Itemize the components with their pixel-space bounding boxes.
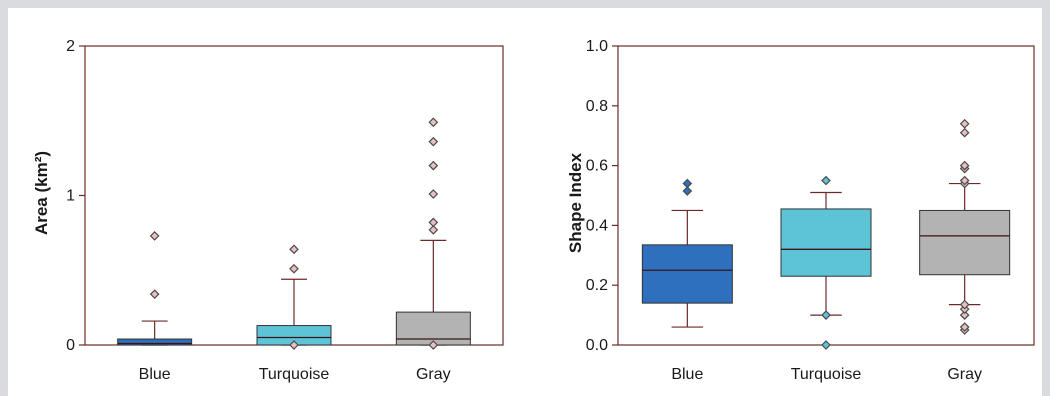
y-tick-label: 1.0	[586, 38, 608, 55]
y-tick-label: 0.2	[586, 277, 608, 294]
x-tick-label: Gray	[947, 366, 982, 383]
outlier-point	[428, 189, 439, 199]
figure: Area (km²) 0 1 2 Blue Turquoise Gray Shape In…	[8, 8, 1042, 396]
x-tick-label: Gray	[416, 366, 451, 383]
outlier-point	[428, 160, 439, 171]
outlier-point	[959, 160, 970, 171]
y-axis-label: Area (km²)	[32, 151, 51, 235]
box-plot-figure: Area (km²) 0 1 2 Blue Turquoise Gray Shape In…	[32, 38, 1035, 383]
outlier-point	[959, 299, 970, 310]
box-body	[395, 311, 471, 346]
y-tick-label: 0.4	[586, 217, 608, 234]
box-body	[641, 244, 733, 304]
outlier-point	[682, 178, 693, 189]
outlier-point	[428, 117, 439, 128]
outlier-point	[428, 217, 439, 228]
outlier-point	[821, 175, 831, 186]
outlier-point	[959, 118, 970, 129]
y-tick-label: 1	[66, 188, 75, 205]
box-body	[919, 209, 1011, 276]
outlier-point	[428, 340, 439, 350]
y-tick-label: 2	[66, 38, 75, 55]
y-tick-label: 0	[66, 337, 75, 354]
y-tick-label: 0.0	[586, 337, 608, 354]
outlier-point	[289, 263, 299, 274]
box-gray	[919, 118, 1011, 335]
y-tick-label: 0.6	[586, 158, 608, 175]
box-turquoise	[256, 244, 332, 350]
x-tick-label: Blue	[671, 366, 703, 383]
outlier-point	[959, 310, 970, 320]
box-body	[780, 208, 872, 277]
panel-shape-index: Shape Index 0.0 0.2 0.4 0.6 0.8 1.0 Blue Turquo…	[566, 38, 1035, 383]
y-tick-label: 0.8	[586, 98, 608, 115]
box-blue	[641, 178, 733, 328]
outlier-point	[289, 340, 299, 350]
x-tick-label: Turquoise	[791, 366, 862, 383]
outlier-point	[821, 340, 831, 350]
box-gray	[395, 117, 471, 350]
outlier-point	[289, 244, 299, 255]
outlier-point	[959, 322, 970, 332]
outlier-point	[959, 127, 970, 138]
box-turquoise	[780, 175, 872, 350]
outlier-point	[428, 136, 439, 147]
y-axis-label: Shape Index	[566, 152, 585, 253]
x-tick-label: Turquoise	[259, 366, 330, 383]
panel-area: Area (km²) 0 1 2 Blue Turquoise Gray	[32, 38, 504, 383]
outlier-point	[149, 289, 160, 300]
outlier-point	[682, 186, 693, 196]
outlier-point	[821, 310, 831, 320]
box-blue	[117, 231, 193, 346]
outlier-point	[149, 231, 160, 241]
box-body	[117, 338, 193, 346]
x-tick-label: Blue	[139, 366, 171, 383]
outlier-point	[428, 225, 439, 235]
outlier-point	[959, 175, 970, 186]
